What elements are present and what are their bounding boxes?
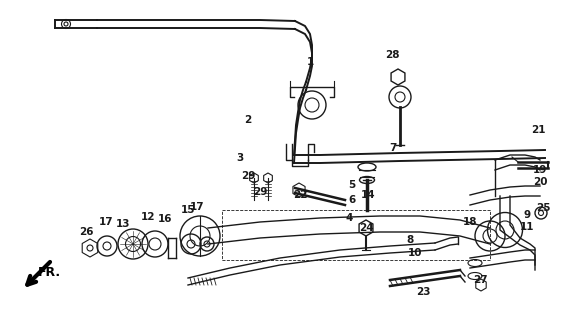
- Text: 16: 16: [158, 214, 172, 224]
- Text: 11: 11: [520, 222, 534, 232]
- Text: 7: 7: [389, 143, 397, 153]
- Text: 3: 3: [236, 153, 244, 163]
- Text: 29: 29: [253, 187, 267, 197]
- Text: 27: 27: [473, 275, 488, 285]
- Text: 21: 21: [531, 125, 545, 135]
- Text: 12: 12: [141, 212, 155, 222]
- Text: 10: 10: [408, 248, 422, 258]
- Text: 13: 13: [116, 219, 130, 229]
- Text: 20: 20: [533, 177, 547, 187]
- Text: 1: 1: [306, 57, 314, 67]
- Text: 29: 29: [241, 171, 255, 181]
- Text: 22: 22: [293, 190, 307, 200]
- Text: 6: 6: [348, 195, 356, 205]
- Text: 9: 9: [524, 210, 530, 220]
- Text: 24: 24: [359, 223, 373, 233]
- Text: 8: 8: [406, 235, 414, 245]
- Text: 23: 23: [415, 287, 430, 297]
- Text: 19: 19: [533, 165, 547, 175]
- Text: 25: 25: [536, 203, 550, 213]
- Text: 26: 26: [79, 227, 93, 237]
- Text: 17: 17: [99, 217, 113, 227]
- Text: 14: 14: [361, 190, 376, 200]
- Text: 28: 28: [385, 50, 399, 60]
- Text: 18: 18: [463, 217, 477, 227]
- Text: 15: 15: [181, 205, 195, 215]
- Text: 4: 4: [345, 213, 352, 223]
- Text: 17: 17: [190, 202, 204, 212]
- Text: 5: 5: [348, 180, 356, 190]
- Text: 2: 2: [244, 115, 252, 125]
- Text: FR.: FR.: [38, 267, 61, 279]
